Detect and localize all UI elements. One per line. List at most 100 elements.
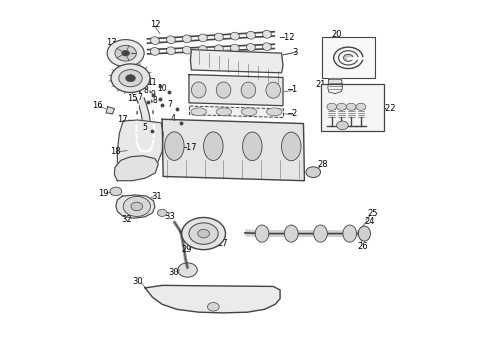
- Text: 4: 4: [171, 114, 176, 123]
- Circle shape: [182, 217, 225, 249]
- Text: 3: 3: [292, 48, 297, 57]
- Polygon shape: [129, 120, 134, 144]
- Ellipse shape: [192, 82, 206, 98]
- Ellipse shape: [246, 44, 255, 51]
- Polygon shape: [106, 107, 115, 114]
- Text: 29: 29: [181, 245, 192, 254]
- Text: 7: 7: [138, 93, 143, 102]
- Ellipse shape: [358, 226, 370, 241]
- Circle shape: [111, 64, 150, 93]
- Text: 15: 15: [127, 94, 137, 103]
- Text: ─12: ─12: [279, 33, 294, 42]
- Circle shape: [122, 50, 129, 56]
- Circle shape: [131, 202, 143, 211]
- Ellipse shape: [246, 31, 255, 39]
- Polygon shape: [162, 119, 304, 181]
- Ellipse shape: [167, 36, 175, 44]
- Ellipse shape: [191, 108, 206, 116]
- Text: 17: 17: [117, 116, 127, 125]
- Polygon shape: [176, 144, 183, 158]
- Bar: [322, 37, 374, 78]
- Ellipse shape: [182, 46, 191, 54]
- Text: 18: 18: [111, 147, 121, 156]
- Ellipse shape: [285, 225, 298, 242]
- Text: 11: 11: [147, 78, 157, 87]
- Circle shape: [337, 121, 348, 130]
- Ellipse shape: [215, 33, 223, 41]
- Text: 10: 10: [157, 84, 167, 93]
- Bar: [320, 84, 384, 131]
- Circle shape: [119, 69, 142, 87]
- Polygon shape: [145, 285, 280, 313]
- Circle shape: [110, 187, 122, 196]
- Circle shape: [189, 223, 218, 244]
- Ellipse shape: [215, 45, 223, 53]
- Circle shape: [306, 167, 320, 177]
- Ellipse shape: [198, 45, 207, 53]
- Text: 8: 8: [144, 86, 148, 95]
- Text: 26: 26: [358, 242, 368, 251]
- Ellipse shape: [203, 132, 223, 161]
- Text: 23: 23: [320, 86, 331, 95]
- Polygon shape: [191, 50, 283, 73]
- Text: ─22: ─22: [380, 104, 395, 113]
- Text: 9: 9: [150, 90, 155, 99]
- Circle shape: [198, 229, 209, 238]
- Ellipse shape: [167, 47, 175, 55]
- Text: 31: 31: [151, 192, 162, 201]
- Polygon shape: [117, 120, 163, 181]
- Circle shape: [125, 75, 135, 82]
- Circle shape: [337, 103, 346, 111]
- Circle shape: [178, 263, 197, 277]
- Text: 8: 8: [152, 96, 157, 105]
- Ellipse shape: [182, 35, 191, 43]
- Text: 16: 16: [92, 101, 103, 110]
- Ellipse shape: [266, 82, 281, 98]
- Circle shape: [346, 103, 356, 111]
- Text: 19: 19: [98, 189, 109, 198]
- Ellipse shape: [343, 225, 357, 242]
- Ellipse shape: [267, 108, 282, 116]
- Ellipse shape: [216, 82, 231, 98]
- Ellipse shape: [216, 108, 232, 116]
- Text: 12: 12: [149, 20, 160, 29]
- Text: 13: 13: [106, 38, 117, 47]
- Polygon shape: [116, 195, 155, 218]
- Circle shape: [115, 45, 136, 61]
- Circle shape: [107, 40, 144, 67]
- Ellipse shape: [230, 32, 239, 40]
- Polygon shape: [328, 79, 343, 94]
- Ellipse shape: [263, 43, 271, 51]
- Circle shape: [207, 302, 219, 311]
- Ellipse shape: [241, 82, 256, 98]
- Circle shape: [343, 54, 353, 62]
- Text: 32: 32: [122, 215, 132, 224]
- Text: 25: 25: [368, 210, 378, 219]
- Polygon shape: [189, 75, 283, 106]
- Circle shape: [356, 103, 366, 111]
- Ellipse shape: [282, 132, 301, 161]
- Ellipse shape: [263, 30, 271, 38]
- Text: 27: 27: [218, 239, 228, 248]
- Text: 33: 33: [164, 212, 175, 221]
- Circle shape: [157, 209, 167, 216]
- Text: 7: 7: [167, 100, 172, 109]
- Circle shape: [327, 103, 337, 111]
- Ellipse shape: [243, 132, 262, 161]
- Text: 28: 28: [318, 161, 328, 170]
- Ellipse shape: [150, 37, 159, 45]
- Text: 20: 20: [331, 30, 342, 39]
- Ellipse shape: [150, 48, 159, 55]
- Polygon shape: [190, 106, 284, 117]
- Ellipse shape: [314, 225, 327, 242]
- Text: 21: 21: [315, 80, 326, 89]
- Ellipse shape: [230, 44, 239, 52]
- Text: 5: 5: [143, 123, 147, 132]
- Text: 30: 30: [168, 268, 179, 277]
- Ellipse shape: [255, 225, 269, 242]
- Polygon shape: [115, 156, 158, 181]
- Text: 14: 14: [113, 78, 123, 87]
- Text: ─17: ─17: [181, 143, 197, 152]
- Circle shape: [123, 197, 150, 216]
- Text: 30: 30: [132, 277, 143, 286]
